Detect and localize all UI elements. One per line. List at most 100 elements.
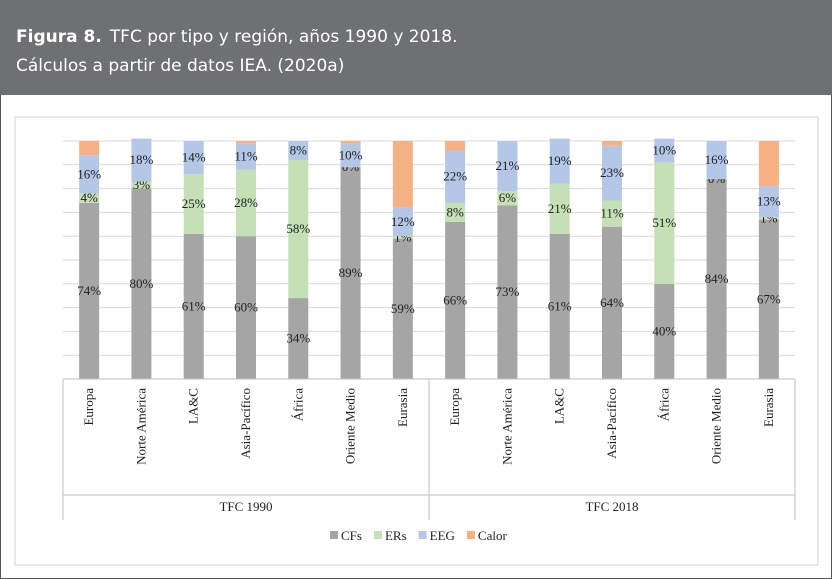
bar-segment [131, 181, 152, 189]
bar-segment [79, 155, 100, 194]
bar-segment [758, 217, 779, 220]
data-label: 21% [496, 158, 520, 173]
bar-segment [654, 283, 675, 379]
x-tick-label: Eurasia [761, 388, 776, 427]
bar-segment [549, 183, 570, 234]
data-label: 61% [548, 298, 572, 313]
bar-segment [445, 150, 466, 203]
data-label: 19% [548, 153, 572, 168]
bar-segment [392, 238, 413, 379]
data-label: 22% [443, 169, 467, 184]
bar-segment [706, 179, 727, 379]
figure-title: Figura 8. TFC por tipo y región, años 199… [16, 27, 457, 47]
figure-source: Cálculos a partir de datos IEA. (2020a) [16, 56, 344, 76]
data-label: 13% [757, 194, 781, 209]
data-label: 89% [339, 265, 363, 280]
data-label: 21% [548, 201, 572, 216]
x-tick-label: Norte América [499, 388, 514, 465]
bar-segment [602, 141, 622, 146]
data-label: 28% [234, 195, 258, 210]
header [0, 0, 832, 95]
bar-segment [392, 207, 413, 237]
bar-segment [131, 188, 152, 379]
data-label: 60% [234, 300, 258, 315]
data-label: 67% [757, 291, 781, 306]
bar-segment [654, 162, 675, 284]
bar-segment [758, 186, 779, 218]
bar-segment [549, 233, 570, 379]
legend-swatch [330, 531, 338, 539]
data-label: 10% [339, 147, 363, 162]
x-tick-label: Asia-Pacífico [238, 388, 253, 459]
bar-segment [340, 167, 361, 379]
bar-segment [758, 141, 779, 187]
data-label: 18% [130, 152, 154, 167]
data-label: 23% [600, 165, 624, 180]
bar-segment [602, 145, 622, 201]
data-label: 34% [286, 331, 310, 346]
group-label: TFC 1990 [219, 499, 272, 514]
x-tick-label: LA&C [552, 388, 567, 424]
legend-label: EEG [430, 528, 455, 543]
bar-segment [183, 141, 204, 175]
legend-swatch [373, 531, 382, 539]
x-tick-label: Oriente Medio [709, 388, 724, 464]
data-label: 64% [600, 295, 624, 310]
bar-segment [79, 193, 100, 203]
bar-segment [549, 138, 570, 184]
bar-segment [288, 141, 309, 161]
data-label: 10% [652, 143, 676, 158]
legend-swatch [418, 531, 427, 539]
data-label: 51% [652, 215, 676, 230]
data-label: 12% [391, 214, 415, 229]
bar-segment [445, 202, 466, 222]
data-label: 74% [77, 283, 101, 298]
bar-segment [654, 138, 675, 163]
legend-label: CFs [341, 528, 362, 543]
bar-segment [236, 143, 256, 170]
bar-segment [79, 202, 100, 379]
data-label: 11% [600, 206, 624, 221]
bar-segment [392, 141, 413, 208]
x-tick-label: Asia-Pacífico [604, 388, 619, 459]
x-tick-label: Norte América [133, 388, 148, 465]
legend-label: ERs [385, 528, 407, 543]
legend-swatch [466, 531, 475, 539]
data-label: 40% [652, 323, 676, 338]
data-label: 11% [234, 148, 258, 163]
x-tick-label: África [290, 388, 305, 421]
x-tick-label: Europa [81, 388, 96, 426]
bar-segment [236, 141, 256, 144]
data-label: 84% [705, 271, 729, 286]
bar-segment [706, 141, 727, 180]
bar-segment [79, 141, 100, 156]
bar-segment [497, 205, 518, 379]
data-label: 80% [130, 276, 154, 291]
data-label: 16% [705, 152, 729, 167]
bar-segment [445, 141, 466, 151]
bar-segment [340, 141, 361, 144]
x-tick-label: Eurasia [395, 388, 410, 427]
bar-segment [183, 233, 204, 379]
bar-segment [445, 221, 466, 379]
bar-segment [758, 219, 779, 379]
x-tick-label: LA&C [186, 388, 201, 424]
bar-segment [340, 143, 361, 168]
bar-segment [497, 141, 518, 191]
data-label: 16% [77, 166, 101, 181]
data-label: 8% [290, 143, 308, 158]
x-tick-label: Europa [447, 388, 462, 426]
bar-segment [288, 298, 309, 379]
data-label: 6% [499, 190, 517, 205]
bar-segment [602, 226, 622, 379]
data-label: 14% [182, 150, 206, 165]
bar-segment [602, 200, 622, 227]
data-label: 25% [182, 196, 206, 211]
bar-segment [236, 236, 256, 379]
data-label: 73% [496, 284, 520, 299]
data-label: 4% [80, 190, 98, 205]
data-label: 59% [391, 301, 415, 316]
